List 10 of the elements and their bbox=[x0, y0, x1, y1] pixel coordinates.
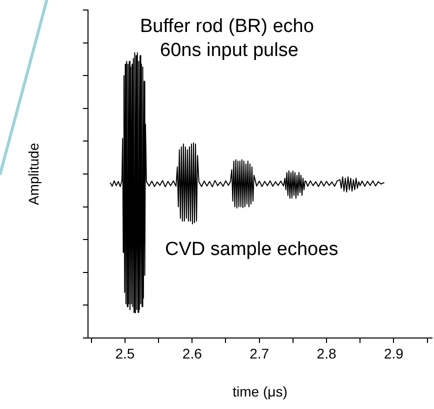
text: Buffer rod (BR) echo bbox=[140, 16, 314, 38]
annotation: 60ns input pulse bbox=[160, 40, 298, 62]
x-tick-label: 2.5 bbox=[115, 345, 135, 362]
x-axis-title: time (μs) bbox=[232, 383, 288, 400]
x-tick-label: 2.6 bbox=[182, 345, 202, 362]
x-tick-label: 2.7 bbox=[250, 345, 270, 362]
annotation: CVD sample echoes bbox=[165, 239, 338, 261]
y-axis-title: Amplitude bbox=[25, 142, 42, 206]
x-tick-label: 2.8 bbox=[316, 345, 336, 362]
x-tick-label: 2.9 bbox=[384, 345, 404, 362]
